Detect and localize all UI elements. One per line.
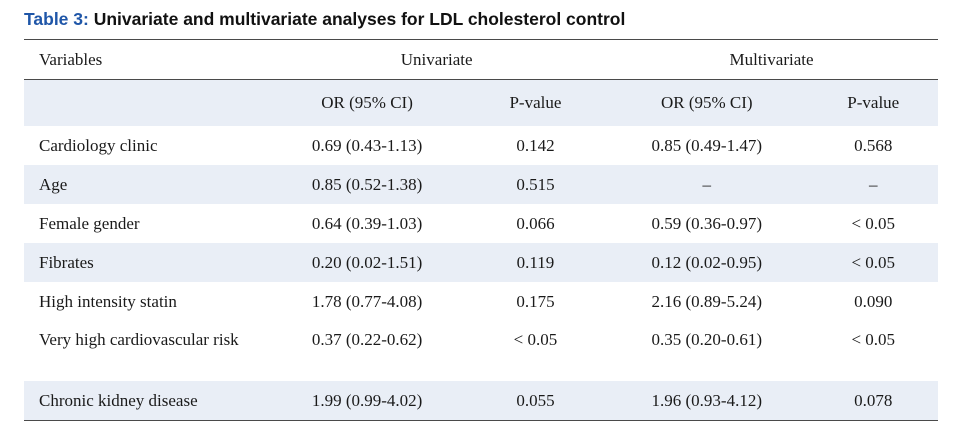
cell-or-multivariate: 1.96 (0.93-4.12)	[605, 381, 809, 421]
cell-variable: Female gender	[39, 214, 140, 233]
cell-or-univariate: 0.64 (0.39-1.03)	[311, 214, 423, 233]
table-row: Cardiology clinic 0.69 (0.43-1.13) 0.142…	[24, 126, 938, 165]
cell-p-multivariate: < 0.05	[851, 214, 896, 233]
header-row: Variables Univariate Multivariate	[24, 39, 938, 80]
cell-p-multivariate: 0.090	[854, 292, 893, 311]
results-table: Variables Univariate Multivariate OR (95…	[24, 39, 938, 421]
header-univariate: Univariate	[268, 39, 606, 80]
table-row: Age 0.85 (0.52-1.38) 0.515 – –	[24, 165, 938, 204]
table-row: Fibrates 0.20 (0.02-1.51) 0.119 0.12 (0.…	[24, 243, 938, 282]
cell-variable: Cardiology clinic	[39, 136, 158, 155]
table-row: Chronic kidney disease 1.99 (0.99-4.02) …	[24, 381, 938, 421]
subheader-p-univariate: P-value	[465, 79, 606, 126]
cell-p-univariate: 0.175	[516, 292, 555, 311]
cell-or-multivariate: 0.12 (0.02-0.95)	[605, 243, 809, 282]
subheader-or-univariate: OR (95% CI)	[268, 79, 466, 126]
subheader-p-multivariate: P-value	[808, 79, 938, 126]
cell-p-multivariate: < 0.05	[808, 243, 938, 282]
cell-or-univariate: 1.78 (0.77-4.08)	[311, 292, 423, 311]
table-label: Table 3:	[24, 9, 89, 29]
cell-p-multivariate: –	[808, 165, 938, 204]
cell-or-univariate: 0.85 (0.52-1.38)	[268, 165, 466, 204]
cell-or-multivariate: 0.85 (0.49-1.47)	[651, 136, 762, 155]
table-row: High intensity statin 1.78 (0.77-4.08) 0…	[24, 282, 938, 321]
cell-variable: Chronic kidney disease	[24, 381, 269, 421]
subheader-or-multivariate: OR (95% CI)	[605, 79, 809, 126]
header-multivariate: Multivariate	[605, 39, 938, 80]
cell-p-univariate: 0.066	[516, 214, 555, 233]
table-row: Female gender 0.64 (0.39-1.03) 0.066 0.5…	[24, 204, 938, 243]
cell-or-multivariate: 2.16 (0.89-5.24)	[651, 292, 762, 311]
cell-or-multivariate: 0.35 (0.20-0.61)	[651, 330, 762, 349]
cell-p-univariate: 0.142	[516, 136, 555, 155]
cell-variable: Age	[24, 165, 269, 204]
cell-p-multivariate: 0.078	[808, 381, 938, 421]
cell-or-univariate: 1.99 (0.99-4.02)	[268, 381, 466, 421]
subheader-row: OR (95% CI) P-value OR (95% CI) P-value	[24, 79, 938, 126]
cell-variable: High intensity statin	[39, 292, 177, 311]
subheader-empty	[24, 79, 269, 126]
table-title: Univariate and multivariate analyses for…	[88, 9, 626, 29]
cell-variable-wrap: Very high cardiovascular risk	[24, 321, 268, 381]
cell-variable: Fibrates	[24, 243, 269, 282]
table-caption: Table 3: Univariate and multivariate ana…	[24, 9, 625, 30]
cell-p-multivariate: < 0.05	[851, 330, 896, 349]
cell-p-multivariate: 0.568	[854, 136, 893, 155]
table-row: Very high cardiovascular risk 0.37 (0.22…	[24, 321, 938, 381]
cell-or-univariate: 0.37 (0.22-0.62)	[311, 330, 423, 349]
cell-or-univariate: 0.20 (0.02-1.51)	[268, 243, 466, 282]
cell-or-multivariate: –	[605, 165, 809, 204]
cell-or-multivariate: 0.59 (0.36-0.97)	[651, 214, 762, 233]
cell-p-univariate: < 0.05	[513, 330, 558, 349]
cell-p-univariate: 0.055	[465, 381, 606, 421]
cell-p-univariate: 0.515	[465, 165, 606, 204]
header-variables: Variables	[24, 39, 269, 80]
cell-p-univariate: 0.119	[465, 243, 606, 282]
cell-variable: Very high cardiovascular risk	[39, 330, 239, 349]
cell-or-univariate: 0.69 (0.43-1.13)	[311, 136, 423, 155]
